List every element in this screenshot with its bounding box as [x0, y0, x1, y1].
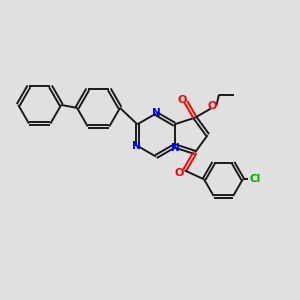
Text: O: O [175, 168, 184, 178]
Text: N: N [152, 108, 160, 118]
Text: Cl: Cl [249, 174, 260, 184]
Text: O: O [208, 100, 217, 111]
Text: O: O [177, 95, 187, 105]
Text: N: N [132, 141, 141, 151]
Text: N: N [171, 143, 180, 153]
